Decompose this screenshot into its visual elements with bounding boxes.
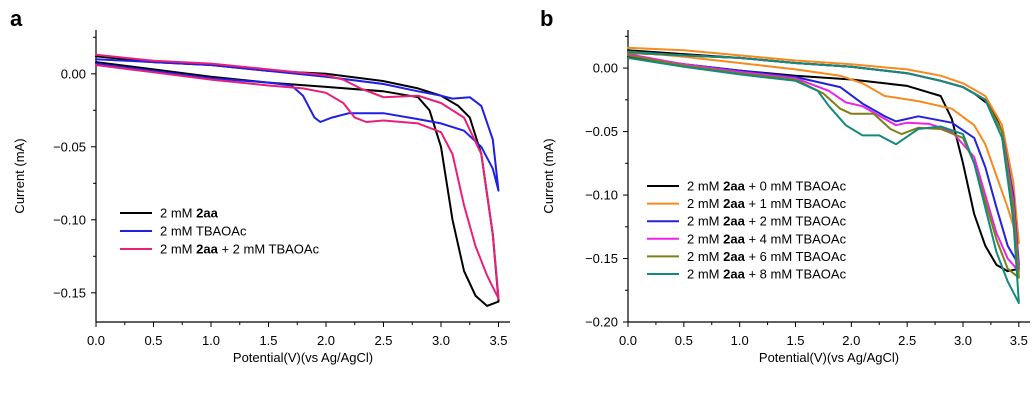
- legend-text-part: 2 mM: [687, 214, 723, 229]
- x-axis-title: Potential(V)(vs Ag/AgCl): [233, 350, 373, 365]
- x-tick-label: 3.0: [954, 333, 972, 348]
- legend-text-part: 2 mM: [160, 242, 196, 257]
- y-tick-label: −0.10: [53, 212, 86, 227]
- legend-label: 2 mM 2aa + 0 mM TBAOAc: [687, 179, 847, 194]
- x-tick-label: 3.5: [1010, 333, 1028, 348]
- legend-text-part: + 4 mM TBAOAc: [745, 231, 847, 246]
- legend-text-part: + 2 mM TBAOAc: [745, 214, 847, 229]
- x-tick-label: 0.0: [87, 333, 105, 348]
- legend-text-part: 2 mM: [687, 231, 723, 246]
- y-tick-label: −0.10: [585, 188, 618, 203]
- x-tick-label: 1.5: [786, 333, 804, 348]
- x-tick-label: 1.0: [202, 333, 220, 348]
- x-tick-label: 0.5: [144, 333, 162, 348]
- legend-compound-name: 2aa: [196, 206, 218, 221]
- legend-text-part: 2 mM TBAOAc: [160, 224, 247, 239]
- x-tick-label: 2.5: [374, 333, 392, 348]
- legend-text-part: 2 mM: [160, 206, 196, 221]
- x-tick-label: 2.0: [842, 333, 860, 348]
- x-tick-label: 2.0: [317, 333, 335, 348]
- legend-text-part: + 0 mM TBAOAc: [745, 179, 847, 194]
- legend-compound-name: 2aa: [723, 231, 745, 246]
- y-tick-label: 0.00: [593, 61, 618, 76]
- y-tick-label: −0.05: [585, 124, 618, 139]
- legend-compound-name: 2aa: [723, 179, 745, 194]
- legend-compound-name: 2aa: [196, 242, 218, 257]
- legend-label: 2 mM 2aa + 6 mM TBAOAc: [687, 249, 847, 264]
- y-tick-label: −0.05: [53, 139, 86, 154]
- x-tick-label: 3.5: [489, 333, 507, 348]
- chart-panel-a: a 0.00 −0.05 −0.10 −0.15 0.0 0.5 1.0 1.5 2.0 2.5 3.…: [10, 6, 510, 365]
- y-tick-label: −0.20: [585, 315, 618, 330]
- x-tick-label: 3.0: [432, 333, 450, 348]
- legend-compound-name: 2aa: [723, 267, 745, 282]
- x-tick-label: 0.0: [619, 333, 637, 348]
- legend-label: 2 mM 2aa + 2 mM TBAOAc: [160, 242, 320, 257]
- x-tick-label: 1.5: [259, 333, 277, 348]
- legend-label: 2 mM 2aa + 8 mM TBAOAc: [687, 267, 847, 282]
- legend-text-part: 2 mM: [687, 249, 723, 264]
- legend-label: 2 mM TBAOAc: [160, 224, 247, 239]
- series-line-1: [95, 55, 500, 307]
- legend-text-part: 2 mM: [687, 179, 723, 194]
- y-tick-label: 0.00: [61, 66, 86, 81]
- panel-letter: b: [540, 6, 553, 31]
- legend-text-part: 2 mM: [687, 196, 723, 211]
- series-line-6: [627, 50, 1020, 304]
- legend-compound-name: 2aa: [723, 249, 745, 264]
- y-tick-label: −0.15: [53, 285, 86, 300]
- y-axis-title: Current (mA): [12, 138, 27, 213]
- legend-text-part: + 8 mM TBAOAc: [745, 267, 847, 282]
- series-line-3: [95, 53, 500, 300]
- y-axis-title: Current (mA): [541, 138, 556, 213]
- legend-label: 2 mM 2aa + 2 mM TBAOAc: [687, 214, 847, 229]
- x-tick-label: 0.5: [675, 333, 693, 348]
- legend-text-part: + 1 mM TBAOAc: [745, 196, 847, 211]
- legend-compound-name: 2aa: [723, 196, 745, 211]
- y-tick-label: −0.15: [585, 251, 618, 266]
- series-line-2: [95, 58, 500, 192]
- legend-text-part: + 2 mM TBAOAc: [218, 242, 320, 257]
- chart-panel-b: b 0.00 −0.05 −0.10 −0.15 −0.200.0 0.5 1.0 1.5 2.0…: [540, 6, 1030, 365]
- panel-letter: a: [10, 6, 23, 31]
- x-tick-label: 2.5: [898, 333, 916, 348]
- legend-text-part: + 6 mM TBAOAc: [745, 249, 847, 264]
- legend-text-part: 2 mM: [687, 267, 723, 282]
- legend-label: 2 mM 2aa + 4 mM TBAOAc: [687, 231, 847, 246]
- legend-label: 2 mM 2aa + 1 mM TBAOAc: [687, 196, 847, 211]
- x-tick-label: 1.0: [731, 333, 749, 348]
- legend-label: 2 mM 2aa: [160, 206, 219, 221]
- legend-compound-name: 2aa: [723, 214, 745, 229]
- x-axis-title: Potential(V)(vs Ag/AgCl): [759, 350, 899, 365]
